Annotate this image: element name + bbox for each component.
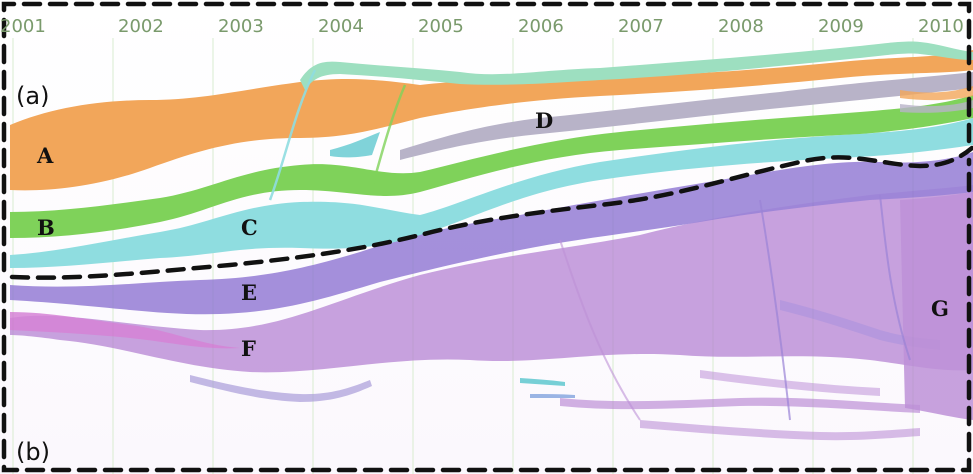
year-label: 2004 — [318, 16, 364, 37]
stream-thread-2 — [879, 194, 911, 361]
stream-lower-strand-2 — [640, 420, 920, 441]
stream-thread-1 — [759, 199, 791, 421]
stream-orange-a — [10, 50, 973, 191]
panel-a-outline — [1, 1, 972, 273]
stream-label-b: B — [37, 215, 55, 240]
stream-lower-strand-4 — [780, 300, 940, 350]
stream-blue-fragment — [530, 394, 575, 398]
stream-purple-e — [10, 152, 973, 315]
year-label: 2008 — [718, 16, 764, 37]
panel-label-b: (b) — [16, 438, 50, 466]
stream-lower-strand-1 — [560, 397, 920, 413]
year-label: 2006 — [518, 16, 564, 37]
stream-cyan-wedge — [330, 132, 380, 158]
year-label: 2003 — [218, 16, 264, 37]
stream-cross-thread-1 — [268, 69, 317, 201]
stream-magenta-f — [10, 312, 240, 349]
year-label: 2002 — [118, 16, 164, 37]
stream-label-g: G — [931, 296, 949, 321]
stream-green-b — [10, 95, 973, 238]
stream-cyan-fragment — [520, 378, 565, 386]
year-label: 2010 — [918, 16, 964, 37]
stream-gray-d — [400, 72, 973, 160]
stream-label-d: D — [535, 108, 553, 133]
stream-violet-mass — [10, 185, 973, 373]
upper-streams — [10, 41, 973, 268]
stream-label-e: E — [241, 280, 257, 305]
stream-right-bundle-2 — [900, 100, 973, 113]
year-label: 2009 — [818, 16, 864, 37]
year-axis: 2001 2002 2003 2004 2005 2006 2007 2008 … — [0, 16, 964, 37]
year-label: 2007 — [618, 16, 664, 37]
stream-lower-strand-3 — [700, 370, 880, 396]
stream-cross-thread-2 — [368, 84, 407, 196]
stream-right-bundle-1 — [900, 86, 973, 101]
year-label: 2005 — [418, 16, 464, 37]
stream-lavender-branch — [190, 375, 372, 402]
panel-label-a: (a) — [16, 82, 49, 110]
stream-cyan-c — [10, 118, 973, 268]
stream-g-end — [900, 192, 973, 420]
panel-b-outline — [1, 157, 972, 473]
stream-label-f: F — [241, 336, 256, 361]
year-label: 2001 — [0, 16, 46, 37]
stream-label-c: C — [241, 215, 258, 240]
group-separator-dashed-line — [9, 145, 973, 280]
lower-streams — [10, 152, 973, 441]
stream-label-a: A — [36, 143, 54, 168]
stream-thread-3 — [559, 239, 641, 421]
stream-mint-top — [300, 41, 973, 90]
